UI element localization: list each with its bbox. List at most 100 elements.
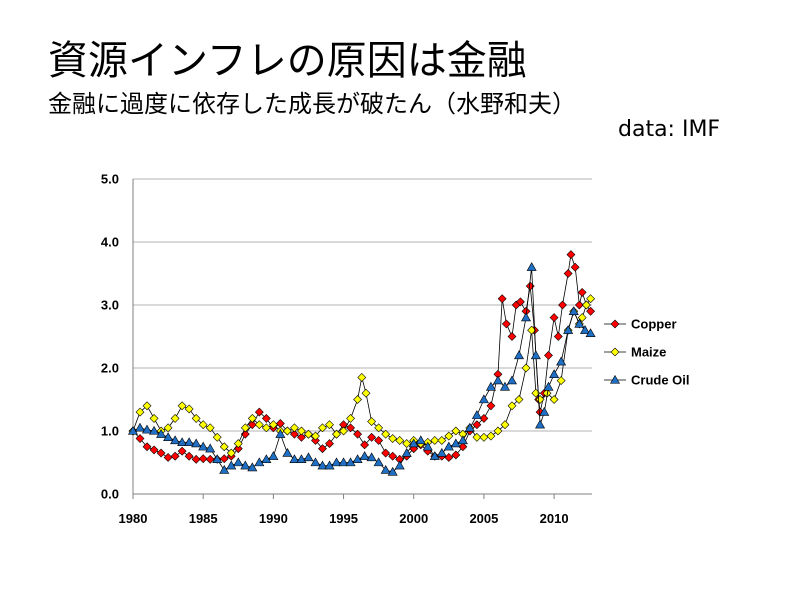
data-point-crude-oil-17 <box>247 462 258 472</box>
data-point-crude-oil-1 <box>135 422 146 432</box>
x-tick-label-1995: 1995 <box>329 511 358 526</box>
data-source-label: data: IMF <box>618 117 721 142</box>
data-point-crude-oil-42 <box>422 441 433 451</box>
data-point-maize-13 <box>219 442 229 452</box>
data-point-maize-27 <box>318 423 327 433</box>
data-point-copper-71 <box>574 300 584 310</box>
data-point-copper-55 <box>507 332 517 341</box>
data-point-maize-36 <box>374 423 384 433</box>
data-point-maize-47 <box>451 426 461 436</box>
data-point-copper-24 <box>297 432 306 442</box>
data-point-maize-38 <box>388 434 398 443</box>
data-point-crude-oil-26 <box>310 457 321 467</box>
data-point-crude-oil-30 <box>338 457 349 467</box>
data-point-maize-33 <box>357 373 367 382</box>
data-point-crude-oil-64 <box>563 325 574 334</box>
y-tick-label-2.0: 2.0 <box>101 361 119 376</box>
legend-marker-copper <box>610 319 620 329</box>
data-point-crude-oil-22 <box>282 447 293 457</box>
data-point-crude-oil-45 <box>443 441 454 451</box>
data-point-crude-oil-62 <box>549 369 560 378</box>
data-point-copper-34 <box>367 432 377 442</box>
data-point-crude-oil-55 <box>513 350 525 360</box>
data-point-maize-46 <box>444 431 454 441</box>
data-point-crude-oil-52 <box>492 375 503 385</box>
data-point-maize-7 <box>177 401 187 411</box>
legend-item-maize: Maize <box>604 345 666 360</box>
data-point-maize-52 <box>486 431 496 441</box>
data-point-crude-oil-25 <box>303 452 314 462</box>
data-point-crude-oil-7 <box>177 437 188 447</box>
data-point-crude-oil-32 <box>352 454 363 464</box>
data-point-crude-oil-65 <box>568 306 579 315</box>
data-point-copper-49 <box>472 420 482 430</box>
data-point-maize-19 <box>261 423 271 433</box>
data-point-maize-5 <box>163 423 173 433</box>
x-tick-label-2010: 2010 <box>540 511 569 526</box>
y-tick-label-1.0: 1.0 <box>101 424 119 439</box>
data-point-copper-13 <box>219 454 229 464</box>
series-line-maize <box>132 298 591 454</box>
data-point-copper-17 <box>247 420 257 430</box>
chart-legend: Copper Maize Crude Oil <box>604 317 690 388</box>
data-point-maize-54 <box>500 420 510 430</box>
legend-marker-crude-oil <box>609 374 621 384</box>
data-point-copper-6 <box>170 451 180 461</box>
data-point-crude-oil-21 <box>275 429 286 438</box>
data-point-maize-18 <box>254 420 264 430</box>
data-point-maize-31 <box>346 413 355 423</box>
data-point-maize-37 <box>381 429 391 439</box>
data-point-maize-25 <box>304 429 313 439</box>
data-point-crude-oil-6 <box>170 435 181 445</box>
chart-axes <box>132 179 592 499</box>
data-point-crude-oil-10 <box>198 441 209 451</box>
y-tick-label-0.0: 0.0 <box>101 487 119 502</box>
x-tick-label-1985: 1985 <box>189 511 218 526</box>
data-point-copper-45 <box>444 453 454 462</box>
x-axis-tick-labels: 1980 1985 1990 1995 2000 2005 2010 <box>119 511 569 526</box>
data-point-maize-11 <box>205 423 215 433</box>
data-point-copper-51 <box>486 401 496 411</box>
data-point-maize-26 <box>311 431 320 441</box>
data-point-copper-66 <box>553 332 563 341</box>
data-point-maize-51 <box>479 432 489 442</box>
data-point-crude-oil-38 <box>394 460 405 470</box>
data-point-crude-oil-61 <box>543 381 554 391</box>
data-point-crude-oil-46 <box>450 438 461 448</box>
legend-marker-maize <box>610 347 620 357</box>
data-point-maize-29 <box>332 429 341 439</box>
data-point-maize-56 <box>514 395 524 404</box>
data-point-copper-33 <box>360 440 370 450</box>
data-point-copper-19 <box>261 413 271 423</box>
data-point-crude-oil-35 <box>373 457 384 467</box>
data-point-copper-35 <box>374 436 384 445</box>
data-point-copper-18 <box>254 407 264 417</box>
y-tick-label-3.0: 3.0 <box>101 298 119 313</box>
data-point-crude-oil-5 <box>163 432 174 441</box>
data-point-copper-53 <box>497 294 507 304</box>
slide-subtitle: 金融に過度に依存した成長が破たん（水野和夫） <box>48 90 576 118</box>
data-point-maize-16 <box>240 423 250 433</box>
data-point-maize-2 <box>142 401 152 411</box>
data-point-maize-68 <box>581 300 591 310</box>
data-point-maize-1 <box>135 407 145 417</box>
data-point-copper-68 <box>563 269 573 278</box>
data-point-maize-23 <box>289 423 299 433</box>
data-point-maize-15 <box>233 439 243 449</box>
data-point-copper-54 <box>501 319 511 329</box>
data-point-copper-1 <box>135 434 145 443</box>
data-point-maize-28 <box>325 420 334 430</box>
data-point-crude-oil-67 <box>579 325 590 334</box>
data-point-maize-20 <box>268 420 278 430</box>
data-point-maize-53 <box>493 426 503 436</box>
data-point-crude-oil-44 <box>436 447 447 457</box>
data-point-copper-5 <box>163 453 173 462</box>
data-point-crude-oil-11 <box>205 443 216 453</box>
chart-series <box>127 250 596 476</box>
data-point-maize-40 <box>402 439 412 449</box>
data-point-maize-44 <box>430 436 440 445</box>
data-point-maize-39 <box>395 436 405 445</box>
data-point-crude-oil-12 <box>212 454 223 464</box>
data-point-crude-oil-27 <box>317 460 328 470</box>
data-point-crude-oil-0 <box>127 425 139 435</box>
